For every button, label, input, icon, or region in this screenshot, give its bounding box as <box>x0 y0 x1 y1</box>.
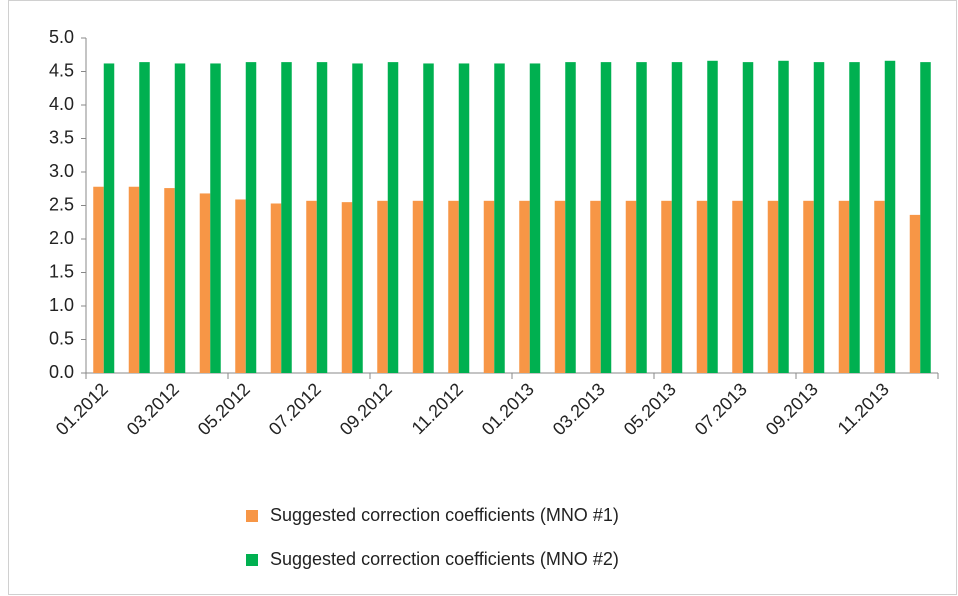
bar <box>377 200 388 373</box>
y-tick-label: 0.5 <box>49 328 74 348</box>
legend-swatch <box>246 554 258 566</box>
bar <box>139 62 150 374</box>
bar <box>245 62 257 374</box>
bar <box>128 186 140 373</box>
y-tick-label: 2.0 <box>49 228 74 248</box>
bar <box>671 62 683 374</box>
bar <box>103 63 115 374</box>
x-tick-label: 07.2012 <box>265 379 325 439</box>
x-tick-label: 11.2013 <box>834 379 893 438</box>
bar <box>93 186 104 373</box>
bar <box>838 200 850 373</box>
x-tick-label: 01.2012 <box>52 379 112 439</box>
bar <box>813 62 825 374</box>
x-tick-label: 05.2012 <box>194 379 254 439</box>
bar <box>874 200 885 373</box>
x-tick-label: 09.2013 <box>762 379 822 439</box>
y-tick-label: 2.5 <box>49 194 74 214</box>
x-tick-label: 11.2012 <box>408 379 467 438</box>
bar <box>423 63 434 374</box>
chart-frame <box>8 0 957 595</box>
bar <box>707 60 718 373</box>
bar <box>909 214 921 373</box>
y-tick-label: 1.0 <box>49 295 74 315</box>
bar <box>210 63 221 374</box>
bar <box>884 60 896 373</box>
bar <box>448 200 459 373</box>
bar <box>306 200 317 373</box>
bar <box>849 62 860 374</box>
y-tick-label: 1.5 <box>49 261 74 281</box>
bar <box>341 202 353 373</box>
bar <box>767 200 779 373</box>
bar <box>778 60 789 373</box>
bar <box>316 62 328 374</box>
bar <box>352 63 363 374</box>
bar <box>458 63 470 374</box>
bar <box>625 200 637 373</box>
bar <box>529 63 541 374</box>
x-tick-label: 05.2013 <box>620 379 680 439</box>
legend-label: Suggested correction coefficients (MNO #… <box>270 505 619 525</box>
bar <box>387 62 399 374</box>
bar <box>554 200 566 373</box>
y-tick-label: 3.0 <box>49 161 74 181</box>
bar <box>174 63 186 374</box>
bar <box>636 62 647 374</box>
x-tick-label: 03.2012 <box>123 379 183 439</box>
bar <box>565 62 576 374</box>
bar <box>742 62 754 374</box>
bar <box>412 200 424 373</box>
bar <box>281 62 292 374</box>
bar <box>696 200 708 373</box>
y-tick-label: 0.0 <box>49 362 74 382</box>
bar <box>920 62 931 374</box>
y-tick-label: 4.5 <box>49 60 74 80</box>
bar <box>803 200 814 373</box>
bar <box>270 203 282 373</box>
x-tick-label: 07.2013 <box>691 379 751 439</box>
bar <box>483 200 495 373</box>
x-tick-label: 09.2012 <box>336 379 396 439</box>
bar <box>494 63 505 374</box>
bar <box>600 62 612 374</box>
x-tick-label: 03.2013 <box>549 379 609 439</box>
bar <box>732 200 743 373</box>
bar <box>590 200 601 373</box>
legend-label: Suggested correction coefficients (MNO #… <box>270 549 619 569</box>
y-tick-label: 5.0 <box>49 27 74 47</box>
legend-swatch <box>246 510 258 522</box>
y-tick-label: 4.0 <box>49 94 74 114</box>
bar <box>199 193 211 373</box>
bar <box>661 200 672 373</box>
bar <box>164 188 175 373</box>
bar <box>235 199 246 373</box>
bar <box>519 200 530 373</box>
x-tick-label: 01.2013 <box>478 379 538 439</box>
y-tick-label: 3.5 <box>49 127 74 147</box>
